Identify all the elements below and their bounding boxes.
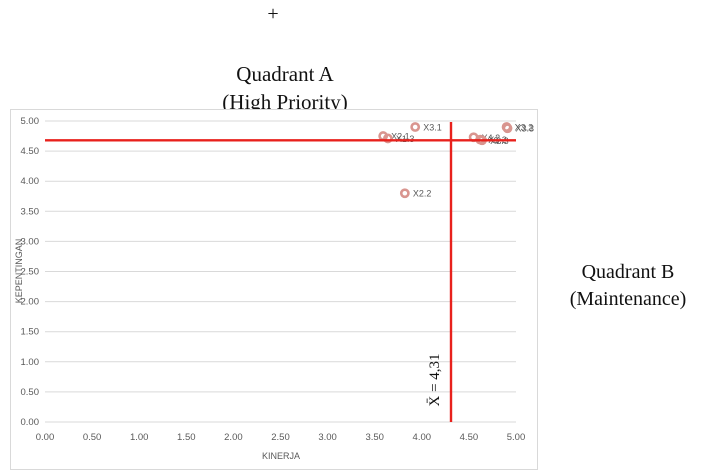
y-axis-title: KEPENTINGAN: [14, 239, 24, 304]
data-point-label: X3.3: [516, 124, 535, 134]
data-point-label: X2.2: [413, 189, 432, 199]
reference-lines: [45, 122, 516, 422]
x-axis-title: KINERJA: [262, 451, 300, 461]
x-tick-label: 0.00: [36, 432, 55, 443]
y-tick-label: 4.00: [21, 176, 40, 187]
x-tick-label: 2.50: [271, 432, 290, 443]
y-tick-label: 5.00: [21, 116, 40, 127]
data-point-label: X2.1: [391, 132, 410, 142]
quadrant-b-title: Quadrant B: [581, 261, 675, 283]
mean-annotation: X̄ = 4,31: [427, 353, 443, 406]
x-tick-label: 3.00: [318, 432, 337, 443]
x-tick-label: 0.50: [83, 432, 102, 443]
x-tick-label: 5.00: [507, 432, 526, 443]
data-point-marker: [382, 133, 393, 144]
data-point-label: X3.1: [423, 123, 442, 133]
y-tick-label: 3.00: [21, 236, 40, 247]
x-tick-label: 1.50: [177, 432, 196, 443]
data-point-label: X3.2: [515, 123, 534, 133]
x-tick-label: 4.50: [460, 432, 479, 443]
data-point-marker: [502, 123, 513, 134]
plus-sign: +: [267, 3, 279, 25]
data-points: X3.1X2.1X1.3X2.2X4.2X1.2X2.3X3.2X3.3: [378, 122, 535, 199]
x-tick-label: 1.00: [130, 432, 149, 443]
quadrant-b-subtitle: (Maintenance): [569, 288, 687, 310]
y-tick-label: 2.50: [21, 267, 40, 278]
y-tick-label: 1.00: [21, 357, 40, 368]
x-tick-label: 3.50: [365, 432, 384, 443]
y-tick-label: 4.50: [21, 146, 40, 157]
quadrant-a-title: Quadrant A: [236, 62, 334, 86]
y-tick-label: 0.00: [21, 417, 40, 428]
y-tick-label: 3.50: [21, 206, 40, 217]
gridlines: [45, 120, 516, 423]
y-tick-label: 0.50: [21, 387, 40, 398]
data-point-label: X1.3: [396, 134, 415, 144]
x-tick-label: 2.00: [224, 432, 243, 443]
tick-labels: 0.00 0.50 1.00 1.50 2.00 2.50 3.00 3.50 4.00 4.50…: [21, 116, 526, 443]
data-point-marker: [399, 188, 410, 199]
x-tick-label: 4.00: [413, 432, 432, 443]
quadrant-b-label: Quadrant B (Maintenance): [548, 259, 708, 313]
data-point-label: X4.2: [482, 133, 501, 143]
y-tick-label: 1.50: [21, 327, 40, 338]
y-tick-label: 2.00: [21, 297, 40, 308]
data-point-marker: [410, 122, 421, 132]
